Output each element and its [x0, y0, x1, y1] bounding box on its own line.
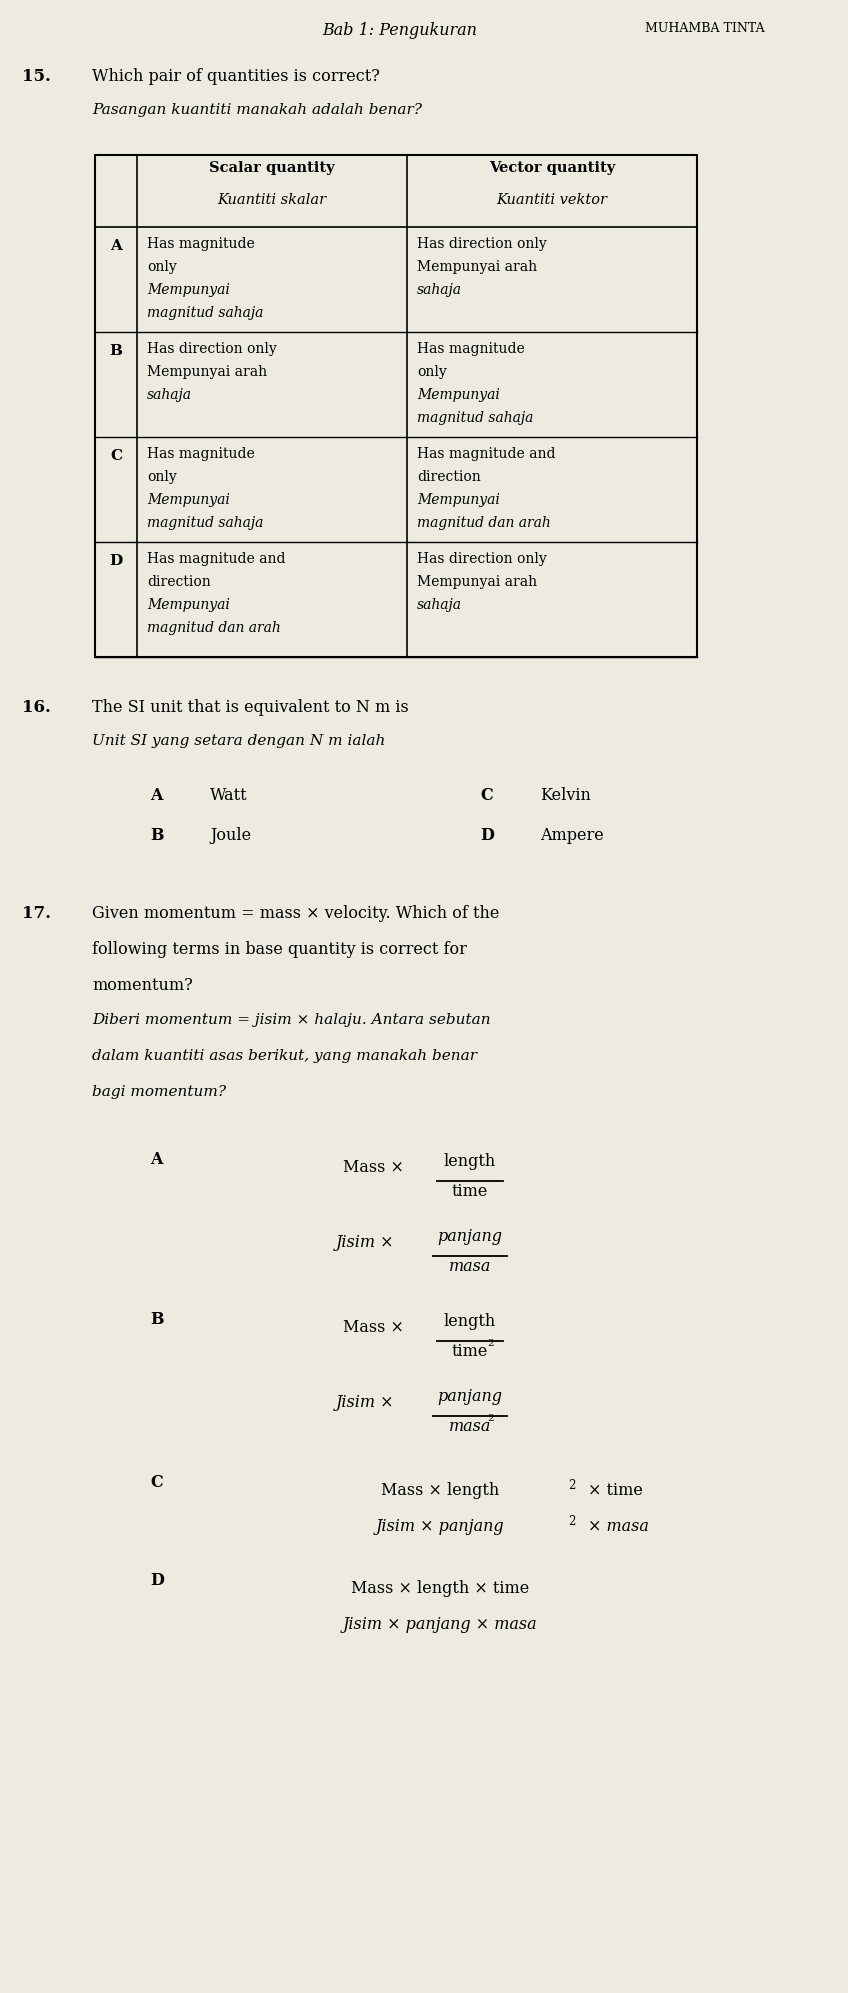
Text: Has magnitude and: Has magnitude and — [147, 552, 286, 566]
Text: Diberi momentum = jisim × halaju. Antara sebutan: Diberi momentum = jisim × halaju. Antara… — [92, 1012, 491, 1026]
Text: masa: masa — [449, 1258, 491, 1276]
Text: panjang: panjang — [438, 1387, 503, 1405]
Text: Mass ×: Mass × — [343, 1160, 404, 1176]
Text: C: C — [110, 448, 122, 462]
Text: Jisim × panjang × masa: Jisim × panjang × masa — [343, 1616, 538, 1632]
Text: Mass ×: Mass × — [343, 1319, 404, 1335]
Text: B: B — [150, 1311, 164, 1327]
Text: C: C — [150, 1475, 163, 1491]
Text: only: only — [147, 470, 176, 484]
Text: Mempunyai: Mempunyai — [417, 389, 499, 403]
Text: sahaja: sahaja — [417, 598, 462, 612]
Text: B: B — [109, 345, 122, 359]
Text: Kelvin: Kelvin — [540, 787, 591, 803]
Text: Has magnitude: Has magnitude — [147, 446, 254, 460]
Text: bagi momentum?: bagi momentum? — [92, 1084, 226, 1098]
Text: sahaja: sahaja — [147, 389, 192, 403]
Text: B: B — [150, 827, 164, 843]
Text: Watt: Watt — [210, 787, 248, 803]
Text: Ampere: Ampere — [540, 827, 604, 843]
Bar — [95, 155, 697, 658]
Text: only: only — [147, 259, 176, 273]
Text: Given momentum = mass × velocity. Which of the: Given momentum = mass × velocity. Which … — [92, 905, 499, 923]
Text: dalam kuantiti asas berikut, yang manakah benar: dalam kuantiti asas berikut, yang manaka… — [92, 1048, 477, 1062]
Text: Mass × length × time: Mass × length × time — [351, 1580, 529, 1596]
Text: Joule: Joule — [210, 827, 251, 843]
Text: magnitud dan arah: magnitud dan arah — [417, 516, 550, 530]
Text: 16.: 16. — [22, 700, 51, 715]
Text: sahaja: sahaja — [417, 283, 462, 297]
Text: Mempunyai arah: Mempunyai arah — [417, 576, 537, 590]
Text: time: time — [452, 1184, 488, 1200]
Text: Jisim ×: Jisim × — [336, 1234, 394, 1252]
Text: length: length — [444, 1154, 496, 1170]
Text: only: only — [417, 365, 447, 379]
Text: Has magnitude: Has magnitude — [417, 343, 525, 357]
Text: magnitud sahaja: magnitud sahaja — [147, 307, 264, 321]
Text: Mempunyai: Mempunyai — [147, 492, 230, 506]
Text: Mempunyai: Mempunyai — [147, 598, 230, 612]
Text: Vector quantity: Vector quantity — [489, 161, 615, 175]
Text: MUHAMBA TINTA: MUHAMBA TINTA — [645, 22, 765, 36]
Text: 17.: 17. — [22, 905, 51, 923]
Text: Has magnitude: Has magnitude — [147, 237, 254, 251]
Text: time: time — [452, 1343, 488, 1359]
Text: Unit SI yang setara dengan N m ialah: Unit SI yang setara dengan N m ialah — [92, 733, 385, 747]
Text: Which pair of quantities is correct?: Which pair of quantities is correct? — [92, 68, 380, 86]
Text: D: D — [109, 554, 123, 568]
Text: A: A — [110, 239, 122, 253]
Text: The SI unit that is equivalent to N m is: The SI unit that is equivalent to N m is — [92, 700, 409, 715]
Text: Mass × length: Mass × length — [381, 1483, 499, 1499]
Text: Has direction only: Has direction only — [417, 237, 547, 251]
Text: 2: 2 — [487, 1339, 494, 1347]
Text: panjang: panjang — [438, 1228, 503, 1246]
Text: direction: direction — [147, 576, 211, 590]
Text: × masa: × masa — [588, 1519, 649, 1535]
Text: A: A — [150, 787, 163, 803]
Text: Bab 1: Pengukuran: Bab 1: Pengukuran — [322, 22, 477, 40]
Text: Kuantiti skalar: Kuantiti skalar — [217, 193, 326, 207]
Text: Has magnitude and: Has magnitude and — [417, 446, 555, 460]
Text: 2: 2 — [568, 1515, 576, 1529]
Text: magnitud sahaja: magnitud sahaja — [147, 516, 264, 530]
Text: D: D — [150, 1572, 164, 1588]
Text: 15.: 15. — [22, 68, 51, 86]
Text: Has direction only: Has direction only — [147, 343, 276, 357]
Text: direction: direction — [417, 470, 481, 484]
Text: 2: 2 — [487, 1413, 494, 1423]
Text: A: A — [150, 1152, 163, 1168]
Text: masa: masa — [449, 1417, 491, 1435]
Text: length: length — [444, 1313, 496, 1329]
Text: Scalar quantity: Scalar quantity — [209, 161, 335, 175]
Text: × time: × time — [588, 1483, 643, 1499]
Text: Pasangan kuantiti manakah adalah benar?: Pasangan kuantiti manakah adalah benar? — [92, 104, 421, 118]
Text: D: D — [480, 827, 494, 843]
Text: magnitud sahaja: magnitud sahaja — [417, 411, 533, 425]
Text: momentum?: momentum? — [92, 977, 192, 995]
Text: Mempunyai: Mempunyai — [417, 492, 499, 506]
Text: Jisim ×: Jisim × — [336, 1393, 394, 1411]
Text: 2: 2 — [568, 1479, 576, 1493]
Text: following terms in base quantity is correct for: following terms in base quantity is corr… — [92, 941, 467, 959]
Text: Mempunyai arah: Mempunyai arah — [417, 259, 537, 273]
Text: Has direction only: Has direction only — [417, 552, 547, 566]
Text: Jisim × panjang: Jisim × panjang — [376, 1519, 505, 1535]
Text: Mempunyai: Mempunyai — [147, 283, 230, 297]
Text: magnitud dan arah: magnitud dan arah — [147, 622, 281, 636]
Text: Mempunyai arah: Mempunyai arah — [147, 365, 267, 379]
Text: C: C — [480, 787, 493, 803]
Text: Kuantiti vektor: Kuantiti vektor — [496, 193, 607, 207]
